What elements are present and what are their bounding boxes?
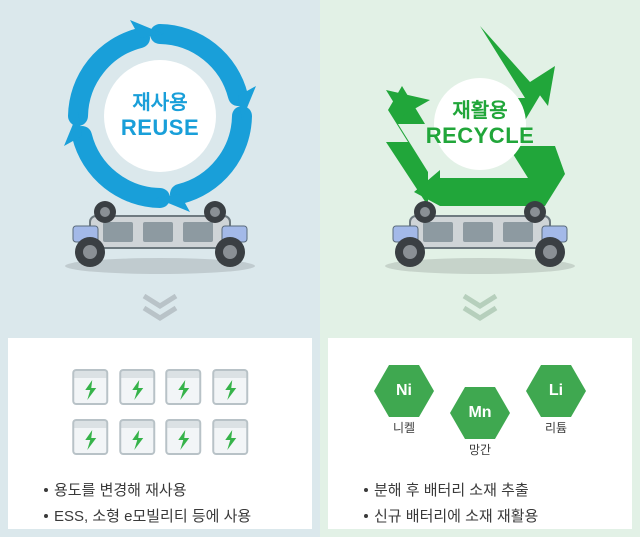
recycle-panel: 재활용 RECYCLE (320, 0, 640, 537)
hex-name-ko: 니켈 (393, 419, 415, 436)
hex-symbol: Ni (396, 382, 412, 400)
recycle-inner: 재활용 RECYCLE (328, 8, 632, 529)
ess-battery-icon (70, 414, 111, 458)
reuse-inner: 재사용 REUSE (8, 8, 312, 529)
ess-battery-icon (70, 364, 111, 408)
recycle-lower: Ni 니켈 Mn 망간 Li 리튬 분해 후 배터리 소재 추출신규 배터리에 소재 재활… (328, 338, 632, 529)
hex-name-ko: 망간 (469, 441, 491, 458)
ev-chassis-icon (375, 186, 585, 276)
chevron-down-icon (460, 294, 500, 324)
bullet-item: 용도를 변경해 재사용 (44, 478, 292, 504)
hex-symbol: Li (549, 382, 563, 400)
recycle-badge-text: 재활용 RECYCLE (426, 99, 535, 149)
bullet-item: 신규 배터리에 소재 재활용 (364, 504, 612, 530)
recycle-badge-line1: 재활용 (426, 99, 535, 123)
bullet-text: 분해 후 배터리 소재 추출 (374, 478, 529, 504)
bullet-dot-icon (364, 488, 368, 492)
hex-name-ko: 리튬 (545, 419, 567, 436)
reuse-badge-line1: 재사용 (121, 91, 199, 115)
material-hex-mn: Mn 망간 (447, 387, 513, 458)
bullet-item: ESS, 소형 e모빌리티 등에 사용 (44, 504, 292, 530)
hex-graphic: Ni 니켈 Mn 망간 Li 리튬 (348, 356, 612, 466)
bullet-text: ESS, 소형 e모빌리티 등에 사용 (54, 504, 251, 530)
ess-battery-icon (117, 364, 158, 408)
ess-battery-icon (210, 364, 251, 408)
reuse-bullets: 용도를 변경해 재사용ESS, 소형 e모빌리티 등에 사용 (28, 478, 292, 529)
recycle-bullets: 분해 후 배터리 소재 추출신규 배터리에 소재 재활용 (348, 478, 612, 529)
material-hex-ni: Ni 니켈 (371, 365, 437, 436)
bullet-text: 용도를 변경해 재사용 (54, 478, 187, 504)
bullet-item: 분해 후 배터리 소재 추출 (364, 478, 612, 504)
ess-battery-icon (163, 364, 204, 408)
bullet-dot-icon (44, 488, 48, 492)
chevron-down-icon (140, 294, 180, 324)
reuse-badge-line2: REUSE (121, 115, 199, 141)
reuse-badge-text: 재사용 REUSE (121, 91, 199, 141)
hex-symbol: Mn (468, 404, 491, 422)
ess-battery-icon (117, 414, 158, 458)
ess-battery-icon (210, 414, 251, 458)
material-hex-li: Li 리튬 (523, 365, 589, 436)
reuse-panel: 재사용 REUSE (0, 0, 320, 537)
bullet-text: 신규 배터리에 소재 재활용 (374, 504, 538, 530)
reuse-lower: 용도를 변경해 재사용ESS, 소형 e모빌리티 등에 사용 (8, 338, 312, 529)
ess-graphic (28, 356, 292, 466)
ess-battery-icon (163, 414, 204, 458)
bullet-dot-icon (364, 514, 368, 518)
ev-chassis-icon (55, 186, 265, 276)
bullet-dot-icon (44, 514, 48, 518)
recycle-badge-line2: RECYCLE (426, 123, 535, 149)
